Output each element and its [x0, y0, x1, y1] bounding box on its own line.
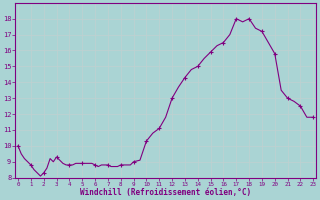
X-axis label: Windchill (Refroidissement éolien,°C): Windchill (Refroidissement éolien,°C) [80, 188, 251, 197]
